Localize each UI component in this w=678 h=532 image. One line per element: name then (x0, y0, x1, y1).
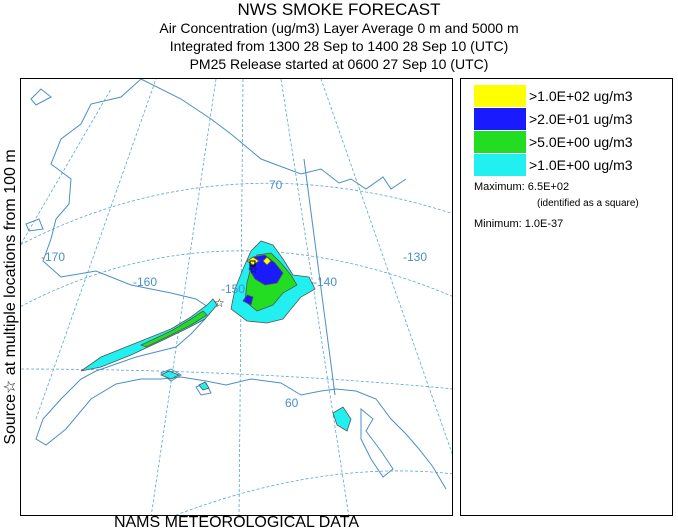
lon-line-140 (238, 79, 244, 515)
minimum-value: Minimum: 1.0E-37 (474, 218, 564, 230)
maximum-note: (identified as a square) (537, 198, 639, 209)
legend-label-2: >2.0E+01 ug/m3 (529, 111, 633, 127)
plume-southeast (332, 406, 352, 432)
legend-swatch-3 (474, 131, 526, 153)
lon-line-120 (320, 79, 452, 455)
lon-line-130 (280, 79, 350, 515)
plume-south-b (198, 381, 210, 391)
plume-south-a (160, 370, 180, 380)
source-star-east: ☆ (249, 265, 258, 276)
lat-label-70: 70 (269, 178, 283, 192)
forecast-title: NWS SMOKE FORECAST (237, 0, 441, 19)
subtitle-release: PM25 Release started at 0600 27 Sep 10 (… (189, 56, 489, 72)
island-1 (160, 368, 182, 382)
lat-label-60: 60 (285, 396, 299, 410)
southeast-islands (360, 407, 394, 478)
lon-label-170: -170 (41, 250, 65, 264)
met-data-footer: NAMS METEOROLOGICAL DATA (113, 514, 360, 531)
island-bay (30, 88, 52, 106)
plume-west-low (80, 298, 218, 372)
subtitle-concentration: Air Concentration (ug/m3) Layer Average … (159, 20, 519, 36)
plume-east-high (248, 254, 284, 286)
legend-swatch-1 (474, 85, 526, 107)
maximum-square (249, 260, 256, 267)
longitude-lines (21, 79, 452, 515)
lon-line-150 (150, 79, 217, 515)
legend-swatch-4 (474, 154, 526, 176)
lat-line-65 (21, 250, 452, 307)
legend-panel: >1.0E+02 ug/m3 >2.0E+01 ug/m3 >5.0E+00 u… (460, 78, 673, 516)
west-coast (35, 79, 447, 490)
lat-line-55 (175, 470, 452, 515)
lon-label-160: -160 (133, 275, 157, 289)
lon-line-160 (35, 79, 157, 420)
subtitle-integration: Integrated from 1300 28 Sep to 1400 28 S… (169, 38, 509, 54)
coastlines (25, 79, 447, 490)
latitude-lines (21, 182, 452, 515)
legend-swatch-2 (474, 108, 526, 130)
plume-west-mid (139, 310, 208, 348)
graticule-labels: -170 -160 -150 -140 -130 70 60 (41, 178, 427, 410)
island-stlawrence (25, 218, 44, 232)
plume-east-spot (242, 294, 254, 306)
source-side-label: Source☆ at multiple locations from 100 m (0, 78, 20, 516)
smoke-map: ☆ ☆ -170 -160 -150 -140 -130 70 60 (21, 79, 452, 515)
north-coast (140, 79, 407, 190)
legend-label-3: >5.0E+00 ug/m3 (529, 134, 633, 150)
lat-line-60 (21, 368, 452, 390)
lon-label-130: -130 (403, 250, 427, 264)
maximum-value: Maximum: 6.5E+02 (474, 181, 570, 193)
plume-east-peak-2 (262, 256, 272, 266)
lon-label-140: -140 (313, 275, 337, 289)
lon-label-150: -150 (221, 282, 245, 296)
east-border (303, 158, 336, 396)
legend-label-4: >1.0E+00 ug/m3 (529, 157, 633, 173)
source-side-label-text: Source☆ at multiple locations from 100 m (2, 149, 19, 445)
source-star-west: ☆ (214, 296, 225, 310)
lat-line-70 (21, 182, 452, 245)
map-panel: ☆ ☆ -170 -160 -150 -140 -130 70 60 (20, 78, 453, 516)
source-markers: ☆ ☆ (214, 260, 258, 310)
legend-label-1: >1.0E+02 ug/m3 (529, 88, 633, 104)
